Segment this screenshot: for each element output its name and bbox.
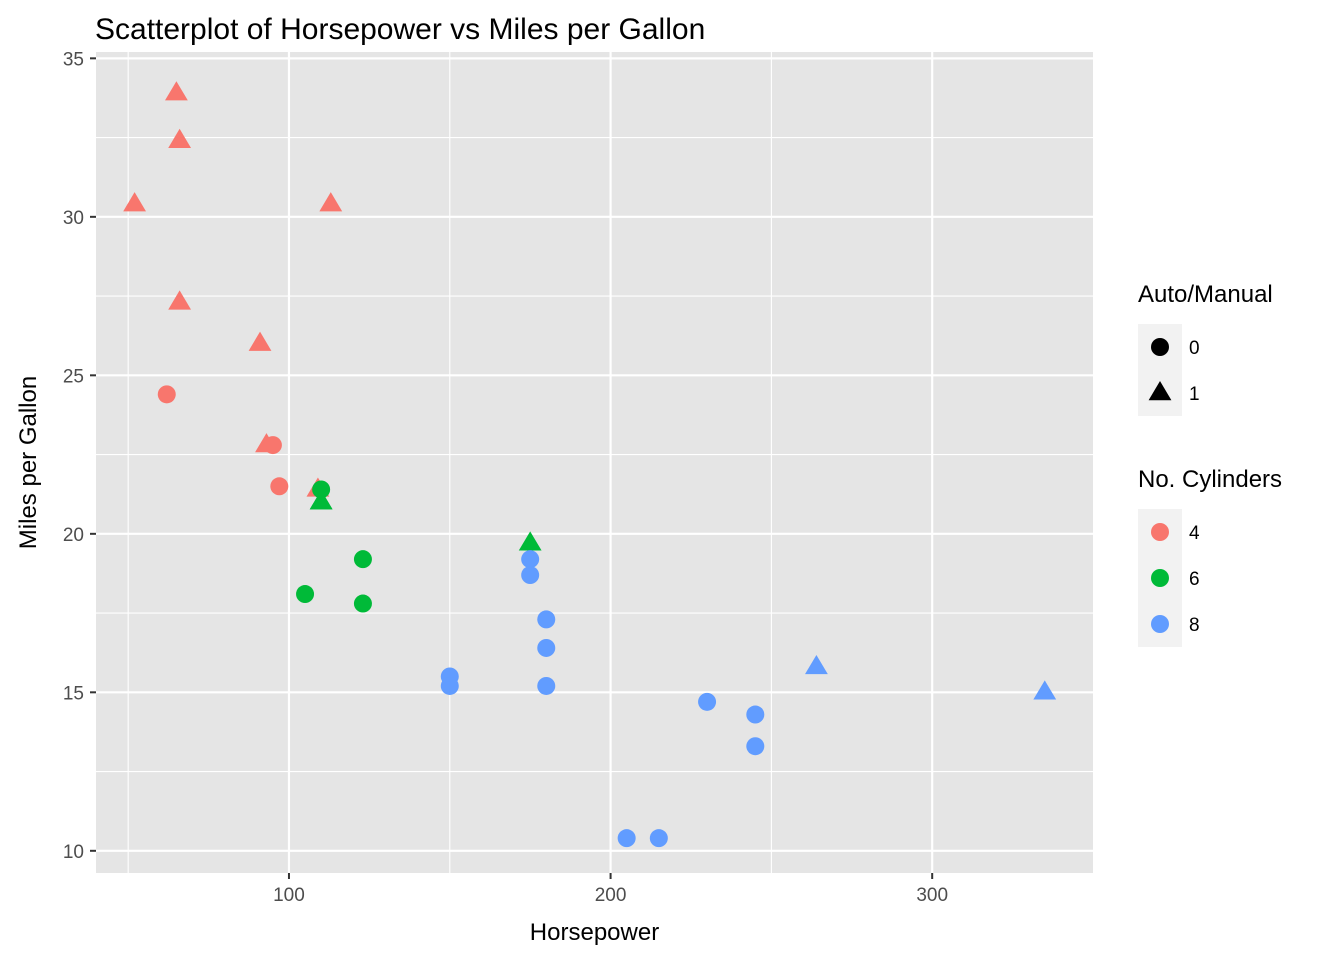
legend-item-label: 6 [1189,569,1200,590]
legend-key-triangle [1148,381,1172,401]
data-point [617,829,636,848]
data-point [649,829,668,848]
data-point [353,550,372,569]
x-tick-label: 200 [595,885,627,906]
data-point [165,81,188,101]
data-point [518,531,542,551]
data-point [805,654,828,675]
data-point [521,550,540,569]
data-point [263,436,282,455]
data-point [537,610,556,629]
legend-key-color [1151,569,1169,587]
data-point [123,192,146,212]
legend-item-label: 1 [1189,384,1200,405]
data-point [746,705,765,724]
data-point [537,638,556,657]
data-point [312,480,331,499]
y-tick-label: 10 [63,842,84,863]
data-point [537,676,556,695]
x-tick-label: 300 [916,885,948,906]
data-point [353,594,372,613]
data-point [440,676,459,695]
data-point [157,385,176,404]
y-tick-label: 25 [63,366,84,387]
x-axis-title: Horsepower [530,919,659,946]
data-point [168,128,192,148]
major-gridlines [96,52,1093,873]
y-tick-label: 15 [63,683,84,704]
legend-item-label: 0 [1189,338,1200,359]
legend: Auto/Manual 0 1 No. Cylinders 4 6 8 [1138,281,1282,647]
data-point [319,192,343,212]
y-tick-label: 20 [63,525,84,546]
data-points [123,81,1057,848]
data-point [248,331,272,351]
legend-key-circle [1151,338,1169,356]
data-point [309,490,333,510]
chart-title: Scatterplot of Horsepower vs Miles per G… [95,13,705,46]
data-point [168,290,192,310]
y-tick-label: 35 [63,49,84,70]
legend-key-color [1151,615,1169,633]
y-axis-title: Miles per Gallon [15,376,42,549]
axis-ticks: 100 200 300 10 15 20 25 30 35 [63,49,948,906]
legend-title: No. Cylinders [1138,466,1282,493]
legend-title: Auto/Manual [1138,281,1273,308]
plot-panel [96,52,1093,873]
data-point [521,566,540,585]
data-point [746,737,765,756]
y-tick-label: 30 [63,208,84,229]
minor-gridlines [96,52,1093,873]
data-point [1033,680,1057,700]
legend-key-color [1151,523,1169,541]
legend-item-label: 8 [1189,615,1200,636]
data-point [296,585,315,604]
x-tick-label: 100 [273,885,305,906]
legend-item-label: 4 [1189,523,1200,544]
data-point [270,477,289,496]
data-point [698,692,717,711]
